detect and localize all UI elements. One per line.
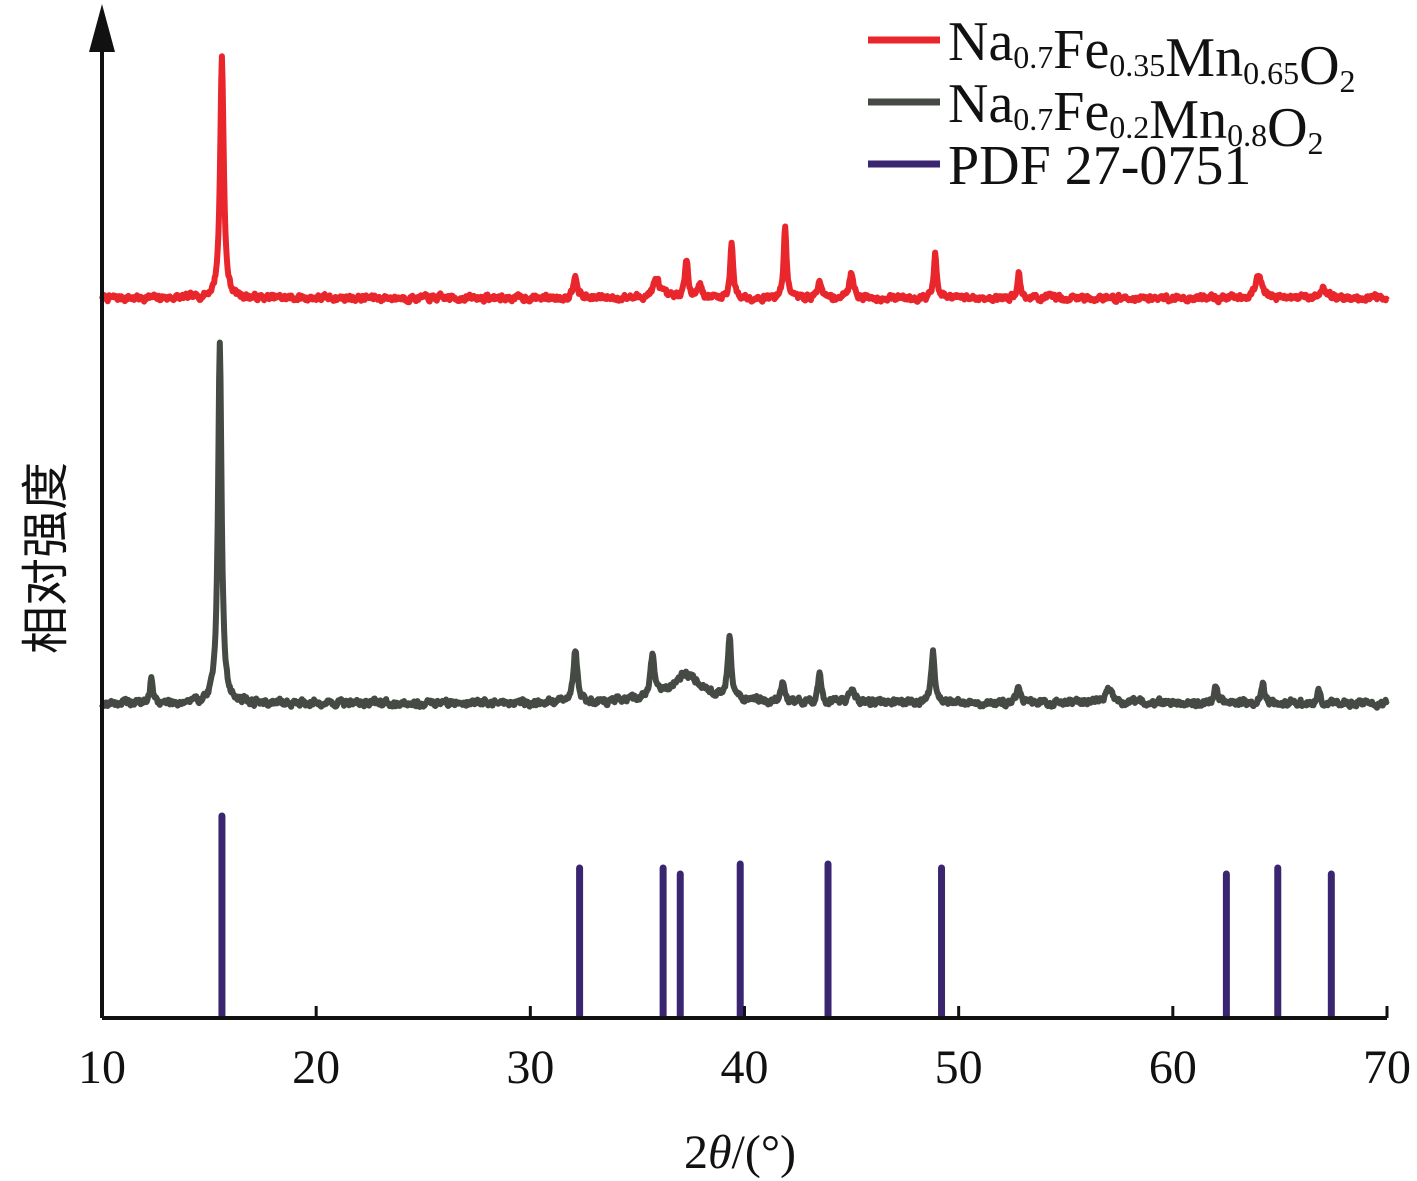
series-2-trace xyxy=(99,339,1390,711)
y-axis-arrow-icon xyxy=(89,4,115,52)
x-tick-label: 50 xyxy=(935,1041,983,1094)
x-tick-label: 10 xyxy=(78,1041,126,1094)
legend: Na0.7Fe0.35Mn0.65O2Na0.7Fe0.2Mn0.8O2PDF … xyxy=(868,11,1356,197)
x-tick-label: 20 xyxy=(292,1041,340,1094)
x-axis-title: 2θ/(°) xyxy=(684,1126,796,1179)
legend-label-2: Na0.7Fe0.2Mn0.8O2 xyxy=(948,73,1324,161)
x-tick-label: 30 xyxy=(506,1041,554,1094)
legend-label-3: PDF 27-0751 xyxy=(948,135,1251,197)
x-tick-label: 60 xyxy=(1149,1041,1197,1094)
x-tick-label: 70 xyxy=(1363,1041,1411,1094)
y-axis-title: 相对强度 xyxy=(20,462,73,654)
x-tick-label: 40 xyxy=(721,1041,769,1094)
series-1-trace xyxy=(99,53,1390,306)
x-ticks: 10 20 30 40 50 60 70 xyxy=(78,1006,1411,1094)
plot-area xyxy=(99,53,1390,1020)
legend-label-1: Na0.7Fe0.35Mn0.65O2 xyxy=(948,11,1356,99)
